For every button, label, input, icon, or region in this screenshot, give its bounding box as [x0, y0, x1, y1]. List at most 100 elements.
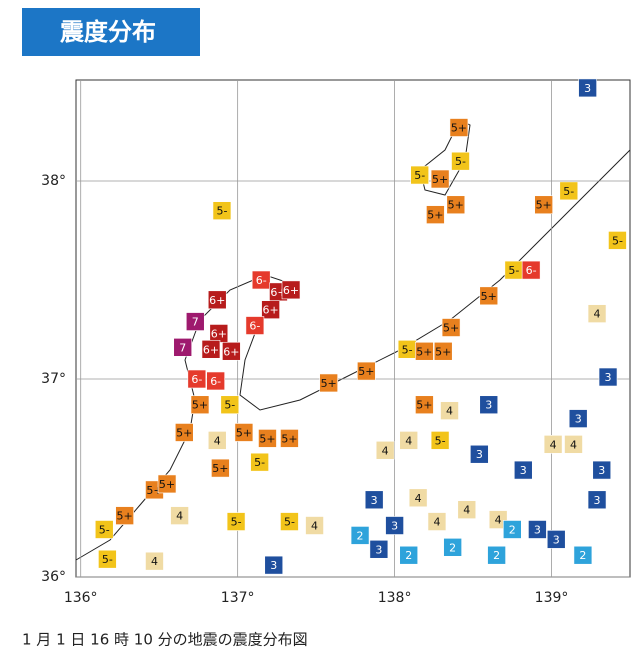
- station-label: 5-: [216, 205, 227, 218]
- caption: 1 月 1 日 16 時 10 分の地震の震度分布図: [22, 631, 308, 649]
- station-label: 5-: [414, 169, 425, 182]
- map-frame: [75, 79, 631, 578]
- station-marker: [427, 512, 447, 531]
- station-marker: [587, 490, 607, 510]
- station-marker: [415, 341, 434, 361]
- station-label: 2: [357, 529, 364, 542]
- station-label: 3: [598, 464, 605, 477]
- station-label: 5-: [455, 155, 466, 168]
- station-label: 4: [214, 434, 221, 447]
- station-label: 5+: [443, 322, 459, 335]
- header-band: [22, 8, 200, 56]
- station-marker: [245, 316, 265, 335]
- station-marker: [369, 539, 389, 559]
- station-label: 5-: [612, 234, 623, 247]
- station-label: 6+: [283, 284, 299, 297]
- station-marker: [451, 151, 470, 171]
- station-marker: [568, 409, 588, 428]
- station-marker: [578, 78, 597, 98]
- station-label: 3: [605, 371, 612, 384]
- station-marker: [534, 195, 553, 215]
- station-marker: [426, 205, 445, 224]
- station-label: 5+: [427, 209, 443, 222]
- station-marker: [319, 373, 338, 393]
- station-label: 5-: [508, 264, 519, 277]
- station-label: 4: [495, 514, 502, 527]
- x-tick-label: 138°: [378, 590, 412, 606]
- station-marker: [564, 435, 583, 454]
- station-marker: [251, 270, 271, 290]
- station-marker: [357, 361, 376, 381]
- station-label: 6-: [526, 264, 537, 277]
- station-marker: [430, 431, 450, 450]
- station-label: 6+: [262, 304, 278, 317]
- station-label: 4: [463, 504, 470, 517]
- station-marker: [488, 510, 508, 529]
- station-marker: [98, 549, 117, 569]
- station-label: 3: [553, 533, 560, 546]
- station-marker: [608, 231, 627, 250]
- station-marker: [410, 165, 429, 185]
- station-marker: [190, 395, 210, 415]
- station-label: 4: [550, 438, 557, 451]
- station-marker: [573, 545, 593, 565]
- station-marker: [446, 195, 466, 215]
- station-marker: [528, 520, 547, 539]
- station-marker: [399, 431, 419, 450]
- station-label: 4: [570, 438, 577, 451]
- station-label: 6+: [223, 345, 239, 358]
- station-label: 3: [534, 523, 541, 536]
- station-marker: [350, 526, 370, 545]
- station-label: 3: [476, 448, 483, 461]
- station-marker: [399, 545, 419, 565]
- station-label: 5+: [236, 426, 252, 439]
- station-marker: [364, 490, 384, 510]
- station-label: 4: [151, 555, 158, 568]
- station-marker: [115, 506, 134, 525]
- station-label: 6+: [209, 294, 225, 307]
- station-label: 5+: [435, 345, 451, 358]
- header-title: 震度分布: [60, 18, 156, 46]
- station-label: 4: [311, 520, 318, 533]
- station-label: 2: [405, 549, 412, 562]
- station-label: 5+: [212, 462, 228, 475]
- station-label: 4: [405, 434, 412, 447]
- station-marker: [258, 429, 277, 448]
- station-label: 5-: [254, 456, 265, 469]
- station-marker: [415, 395, 434, 415]
- station-label: 5+: [281, 432, 297, 445]
- station-label: 6-: [210, 375, 221, 388]
- station-marker: [479, 286, 499, 306]
- ticks: 136° 137° 138° 139° 36° 37° 38°: [41, 173, 568, 606]
- station-label: 5-: [435, 434, 446, 447]
- station-marker: [587, 304, 607, 323]
- station-marker: [207, 290, 227, 310]
- station-marker: [261, 300, 280, 319]
- station-marker: [145, 551, 164, 571]
- station-label: 6+: [203, 343, 219, 356]
- station-label: 5+: [117, 510, 133, 523]
- station-label: 5-: [102, 553, 113, 566]
- station-marker: [592, 460, 612, 480]
- station-marker: [543, 435, 563, 454]
- station-marker: [174, 423, 194, 442]
- station-label: 6-: [256, 274, 267, 287]
- station-label: 4: [446, 405, 453, 418]
- station-marker: [222, 341, 241, 361]
- station-label: 5+: [536, 199, 552, 212]
- station-label: 5+: [451, 122, 467, 135]
- station-marker: [94, 520, 114, 539]
- station-label: 5+: [321, 377, 337, 390]
- station-label: 5+: [416, 399, 432, 412]
- station-label: 5+: [358, 365, 374, 378]
- station-marker: [185, 312, 205, 331]
- station-marker: [440, 401, 459, 420]
- station-label: 3: [520, 464, 527, 477]
- station-marker: [211, 458, 230, 478]
- y-tick-label: 37°: [41, 371, 66, 387]
- stations: 35+5-5- 5+5+5+5-6-6+6+6+6+76+6-7 6+ 6+6- 6-5…: [94, 78, 627, 575]
- station-label: 5-: [284, 516, 295, 529]
- station-label: 5+: [159, 478, 175, 491]
